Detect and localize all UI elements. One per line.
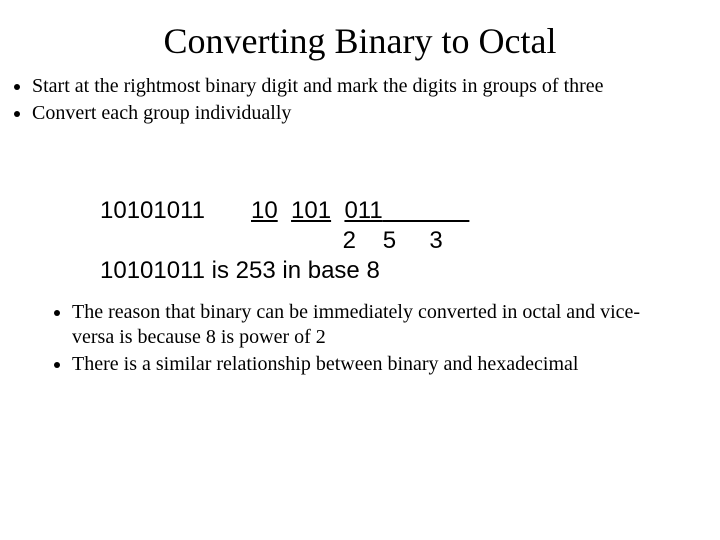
bullet-item: Convert each group individually bbox=[32, 101, 688, 126]
example-digit2: 5 bbox=[383, 227, 396, 254]
bullet-item: There is a similar relationship between … bbox=[72, 352, 660, 377]
bullet-item: The reason that binary can be immediatel… bbox=[72, 300, 660, 350]
example-group3: 011 bbox=[344, 197, 382, 224]
slide-title: Converting Binary to Octal bbox=[0, 0, 720, 74]
example-grouped: 10 101 011 bbox=[251, 196, 469, 226]
example-row-digits: 2 5 3 bbox=[100, 226, 720, 256]
example-trailing-underline bbox=[383, 197, 470, 224]
example-digit1: 2 bbox=[343, 227, 356, 254]
bottom-bullet-list: The reason that binary can be immediatel… bbox=[0, 286, 720, 377]
example-block: 1010101110 101 011 2 5 3 10101011 is 253… bbox=[0, 128, 720, 286]
example-digit3: 3 bbox=[429, 227, 442, 254]
example-binary-full: 10101011 bbox=[100, 196, 205, 226]
example-group2: 101 bbox=[291, 197, 331, 224]
bullet-item: Start at the rightmost binary digit and … bbox=[32, 74, 688, 99]
top-bullet-list: Start at the rightmost binary digit and … bbox=[0, 74, 720, 126]
slide: Converting Binary to Octal Start at the … bbox=[0, 0, 720, 540]
example-result: 10101011 is 253 in base 8 bbox=[100, 256, 720, 286]
example-group1: 10 bbox=[251, 197, 278, 224]
example-row-binary: 1010101110 101 011 bbox=[100, 196, 720, 226]
